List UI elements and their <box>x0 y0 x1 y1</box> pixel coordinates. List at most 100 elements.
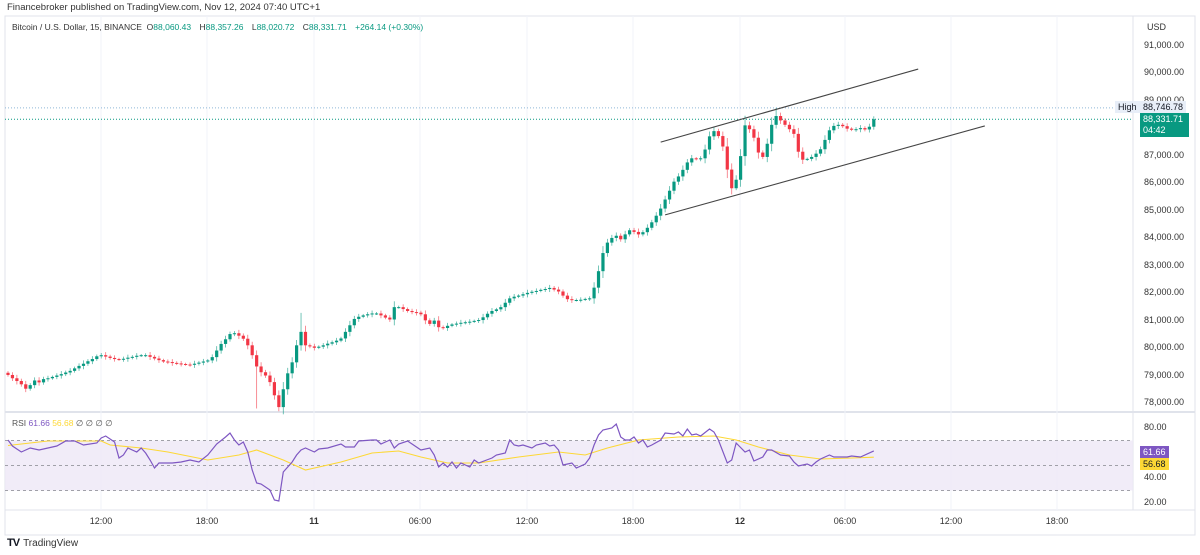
time-tick-label: 06:00 <box>408 516 432 526</box>
candle-body <box>778 116 783 121</box>
candle-body <box>636 231 641 235</box>
candle-body <box>667 190 672 200</box>
candle-body <box>392 307 396 320</box>
candle-body <box>743 125 747 157</box>
candle <box>370 310 374 318</box>
candle <box>805 157 809 161</box>
candle-body <box>326 343 330 346</box>
candle <box>792 125 796 138</box>
candle-body <box>605 242 609 254</box>
candle-body <box>681 169 685 177</box>
candle-body <box>268 375 272 383</box>
candle <box>787 121 792 133</box>
candle <box>796 127 800 158</box>
price-tick-label: 90,000.00 <box>1144 67 1185 78</box>
candle <box>326 340 330 349</box>
candle <box>672 178 676 195</box>
candle-body <box>823 139 827 150</box>
candle <box>636 228 641 238</box>
candle <box>15 374 19 385</box>
candle-body <box>361 315 365 317</box>
last-price-tag: 88,331.71 04:42 <box>1140 113 1189 137</box>
candle <box>215 346 219 362</box>
candle-body <box>121 358 126 360</box>
price-tick-label: 79,000.00 <box>1144 369 1185 380</box>
candle <box>339 336 343 343</box>
candle <box>392 301 396 326</box>
candle-body <box>712 131 716 137</box>
candle-body <box>699 158 703 160</box>
candle <box>383 313 387 320</box>
candle <box>10 372 15 382</box>
candle <box>406 307 410 313</box>
candle <box>628 228 632 237</box>
candle <box>139 353 143 357</box>
currency-label[interactable]: USD <box>1147 22 1167 32</box>
candle <box>721 131 725 152</box>
candle <box>712 127 716 140</box>
candle <box>210 354 214 364</box>
candle-body <box>623 234 627 240</box>
candle-body <box>463 322 467 324</box>
candle-body <box>814 153 818 157</box>
candle <box>259 362 263 377</box>
candle-body <box>210 357 214 361</box>
candle-body <box>450 324 454 326</box>
candle-body <box>263 372 268 376</box>
candle-body <box>33 380 37 386</box>
candle <box>534 288 538 295</box>
candle <box>104 352 108 360</box>
candle-body <box>787 124 792 130</box>
candle-body <box>468 321 472 323</box>
rsi-tick-label: 40.00 <box>1144 472 1167 482</box>
candle-body <box>24 384 28 389</box>
candle-body <box>223 339 228 344</box>
candle <box>867 123 871 133</box>
candle-body <box>530 291 534 293</box>
candle-body <box>343 331 348 339</box>
candle <box>676 173 681 185</box>
candle-body <box>801 151 805 160</box>
candle <box>157 355 161 363</box>
candle <box>743 115 747 166</box>
candle-body <box>357 316 361 319</box>
candle <box>330 340 334 346</box>
candle-body <box>312 346 316 348</box>
candle-body <box>55 375 59 377</box>
candle <box>33 377 37 389</box>
candle-body <box>716 131 720 137</box>
candle <box>734 175 738 191</box>
candle <box>428 318 432 326</box>
candle-body <box>388 317 392 320</box>
candle-body <box>179 363 183 365</box>
candle-body <box>721 136 725 147</box>
candle-body <box>334 340 339 343</box>
candle <box>379 310 383 319</box>
candle <box>774 107 778 129</box>
candle <box>841 122 845 129</box>
candle <box>374 311 379 315</box>
open-value: 88,060.43 <box>153 22 192 32</box>
candle <box>50 375 54 380</box>
candle-body <box>654 215 658 223</box>
candle <box>827 126 831 144</box>
candle <box>419 310 423 317</box>
candle <box>463 320 467 325</box>
rsi-value: 61.66 <box>28 418 50 428</box>
candle <box>459 319 463 327</box>
candle <box>823 135 827 154</box>
footer-brand[interactable]: TradingView <box>23 537 79 549</box>
candle-body <box>290 362 294 374</box>
candle-body <box>858 128 863 130</box>
candle-body <box>241 335 245 339</box>
candle-body <box>539 289 543 291</box>
low-value: 88,020.72 <box>256 22 295 32</box>
candle <box>481 313 485 324</box>
candle-body <box>676 176 681 182</box>
candle-body <box>95 356 99 360</box>
price-tick-label: 80,000.00 <box>1144 342 1185 353</box>
candle-body <box>574 300 578 302</box>
candle-body <box>872 119 876 127</box>
